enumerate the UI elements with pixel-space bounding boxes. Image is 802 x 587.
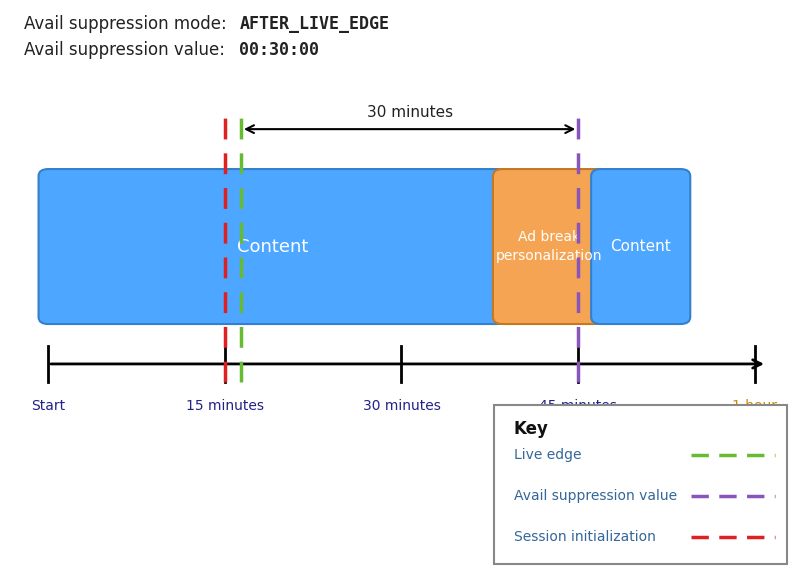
- Text: 1 hour: 1 hour: [731, 399, 776, 413]
- Text: Content: Content: [610, 239, 670, 254]
- FancyBboxPatch shape: [493, 405, 786, 564]
- Text: Key: Key: [513, 420, 548, 438]
- Text: Live edge: Live edge: [513, 448, 581, 462]
- Text: Ad break
personalization: Ad break personalization: [496, 230, 602, 263]
- Text: Content: Content: [237, 238, 308, 255]
- FancyBboxPatch shape: [38, 169, 506, 324]
- Text: Session initialization: Session initialization: [513, 530, 655, 544]
- Text: Avail suppression mode:: Avail suppression mode:: [24, 15, 237, 33]
- Text: Avail suppression value:: Avail suppression value:: [24, 41, 235, 59]
- Text: 15 minutes: 15 minutes: [185, 399, 264, 413]
- Text: AFTER_LIVE_EDGE: AFTER_LIVE_EDGE: [239, 15, 389, 33]
- Text: Start: Start: [31, 399, 65, 413]
- FancyBboxPatch shape: [492, 169, 605, 324]
- Text: 30 minutes: 30 minutes: [366, 105, 452, 120]
- Text: 00:30:00: 00:30:00: [239, 41, 319, 59]
- Text: 30 minutes: 30 minutes: [363, 399, 439, 413]
- FancyBboxPatch shape: [590, 169, 690, 324]
- Text: 45 minutes: 45 minutes: [539, 399, 616, 413]
- Text: Avail suppression value: Avail suppression value: [513, 489, 676, 503]
